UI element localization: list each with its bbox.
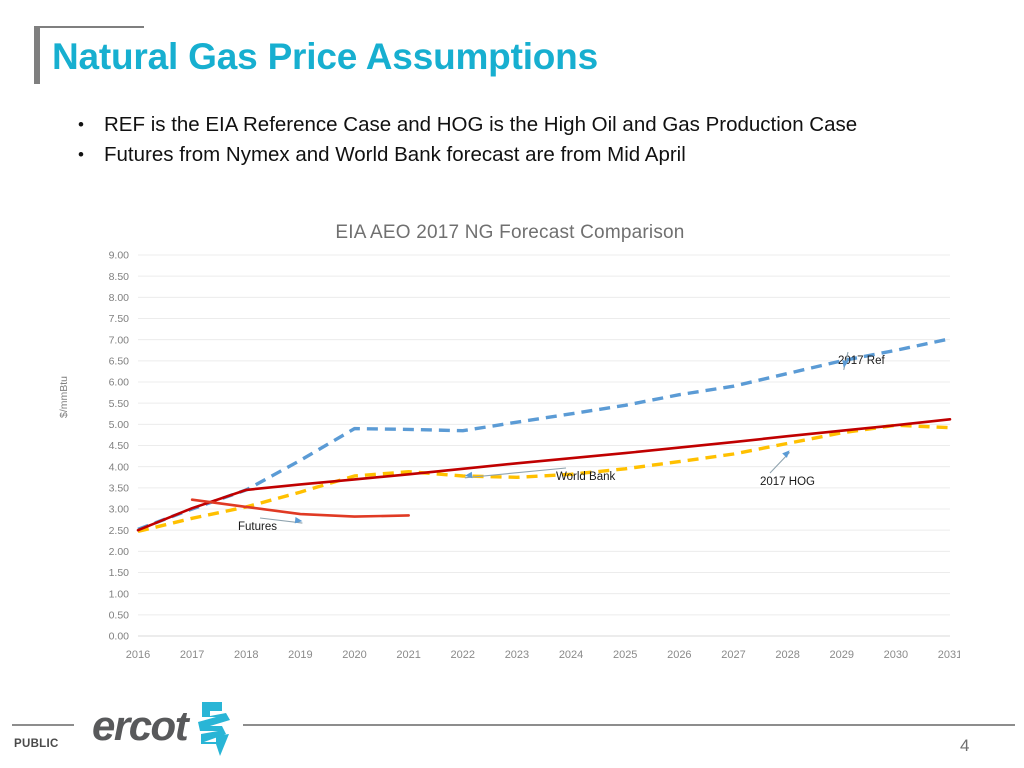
gridlines [138, 254, 950, 637]
title-decoration-left-bar [34, 26, 40, 84]
chart-annotations: 2017 Ref 2017 HOG World Bank Futures [238, 351, 885, 533]
x-axis-tick-label: 2016 [126, 649, 150, 661]
x-axis-tick-label: 2026 [667, 649, 691, 661]
x-axis-tick-label: 2019 [288, 649, 312, 661]
series-line-2017-hog [137, 423, 951, 534]
y-axis-tick-label: 8.50 [109, 271, 130, 283]
bullet-item-2-text: Futures from Nymex and World Bank foreca… [104, 143, 686, 166]
x-axis-tick-label: 2030 [884, 649, 908, 661]
y-axis-tick-label: 8.00 [109, 292, 130, 304]
y-axis-tick-label: 3.50 [109, 483, 130, 495]
series-line-world-bank [136, 418, 952, 532]
chart-plot-area: 2017 Ref 2017 HOG World Bank Futures 9.00 8.… [109, 250, 960, 661]
footer-rule-left [12, 724, 74, 726]
page-title: Natural Gas Price Assumptions [52, 36, 598, 77]
x-axis-tick-label: 2017 [180, 649, 204, 661]
ercot-wordmark: ercot [92, 702, 189, 749]
x-axis-tick-label: 2029 [829, 649, 853, 661]
y-axis-tick-label: 2.00 [109, 546, 130, 558]
y-axis-tick-label: 0.50 [109, 610, 130, 622]
annotation-arrowhead [464, 471, 473, 479]
annotation-label-2017-hog: 2017 HOG [760, 476, 815, 488]
annotation-label-futures: Futures [238, 521, 277, 533]
bullet-item-1: • REF is the EIA Reference Case and HOG … [78, 110, 908, 140]
x-axis-tick-label: 2020 [342, 649, 366, 661]
y-axis-tick-label: 1.50 [109, 567, 130, 579]
y-axis-tick-label: 5.50 [109, 398, 130, 410]
series-line-futures [190, 498, 410, 518]
y-axis-tick-label: 2.50 [109, 525, 130, 537]
x-axis-tick-label: 2024 [559, 649, 583, 661]
x-axis-tick-label: 2031 [938, 649, 960, 661]
y-axis-tick-labels: 9.00 8.50 8.00 7.50 7.00 6.50 6.00 5.50 5.00 4.50… [109, 250, 130, 643]
y-axis-tick-label: 0.00 [109, 631, 130, 643]
x-axis-tick-label: 2022 [451, 649, 475, 661]
bullet-list: • REF is the EIA Reference Case and HOG … [78, 110, 908, 170]
data-series-layer [136, 337, 952, 534]
x-axis-tick-label: 2027 [721, 649, 745, 661]
ercot-bolt-icon [198, 702, 230, 756]
y-axis-tick-label: 4.00 [109, 461, 130, 473]
annotation-arrowhead [294, 517, 303, 524]
title-decoration-top-rule [34, 26, 144, 28]
x-axis-tick-label: 2018 [234, 649, 258, 661]
y-axis-tick-label: 1.00 [109, 588, 130, 600]
bullet-item-1-text: REF is the EIA Reference Case and HOG is… [104, 113, 858, 136]
bullet-item-2: • Futures from Nymex and World Bank fore… [78, 140, 908, 170]
x-axis-tick-label: 2023 [505, 649, 529, 661]
ng-forecast-chart: EIA AEO 2017 NG Forecast Comparison $/mm… [58, 218, 960, 668]
annotation-arrowhead [782, 450, 790, 458]
x-axis-tick-label: 2028 [775, 649, 799, 661]
y-axis-tick-label: 3.00 [109, 504, 130, 516]
page-number: 4 [960, 736, 970, 755]
y-axis-tick-label: 5.00 [109, 419, 130, 431]
footer-rule-right [243, 724, 1015, 726]
annotation-label-world-bank: World Bank [556, 471, 615, 483]
x-axis-tick-label: 2025 [613, 649, 637, 661]
classification-label: PUBLIC [14, 738, 59, 750]
annotation-arrowhead [842, 360, 849, 368]
bullet-marker-icon: • [78, 115, 84, 134]
y-axis-tick-label: 7.50 [109, 313, 130, 325]
chart-title: EIA AEO 2017 NG Forecast Comparison [335, 222, 685, 243]
y-axis-tick-label: 6.50 [109, 356, 130, 368]
ercot-logo: ercot [92, 698, 232, 760]
annotation-leader [464, 467, 567, 479]
y-axis-tick-label: 4.50 [109, 440, 130, 452]
y-axis-tick-label: 9.00 [109, 250, 130, 262]
series-line-2017-ref [137, 337, 951, 531]
y-axis-tick-label: 6.00 [109, 377, 130, 389]
bullet-marker-icon: • [78, 145, 84, 164]
annotation-label-2017-ref: 2017 Ref [838, 355, 885, 367]
y-axis-tick-label: 7.00 [109, 334, 130, 346]
x-axis-tick-labels: 2016 2017 2018 2019 2020 2021 2022 2023 2024 2025… [126, 649, 960, 661]
x-axis-tick-label: 2021 [396, 649, 420, 661]
